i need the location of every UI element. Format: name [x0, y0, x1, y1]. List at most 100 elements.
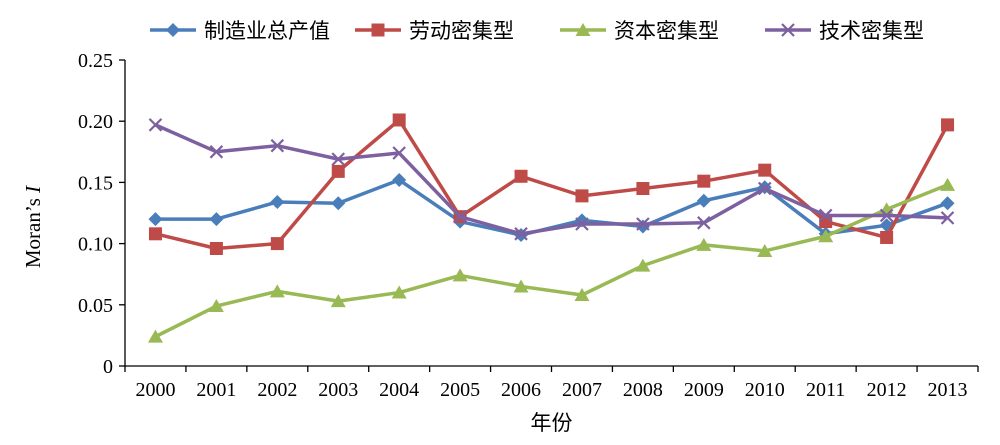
data-point [514, 227, 528, 241]
data-point [697, 174, 711, 188]
legend-item-3: 资本密集型 [560, 19, 719, 43]
data-point [270, 138, 285, 153]
y-axis-title-main: Moran’s [21, 193, 45, 268]
legend-item-4: 技术密集型 [765, 19, 924, 43]
data-point [330, 294, 346, 308]
data-point [392, 146, 406, 160]
x-tick-label: 2000 [135, 379, 175, 401]
series-line [155, 118, 950, 251]
data-point [818, 208, 833, 223]
data-point [757, 181, 772, 196]
data-point [575, 217, 589, 231]
x-tick-label: 2005 [440, 379, 480, 401]
data-point [331, 152, 346, 166]
x-tick-label: 2010 [745, 379, 785, 401]
x-marker-stroke [148, 118, 163, 132]
data-point [208, 299, 224, 313]
data-point [148, 227, 162, 241]
x-tick-label: 2003 [318, 379, 358, 401]
series-2 [148, 113, 955, 255]
legend-item-2: 劳动密集型 [355, 19, 514, 43]
y-tick-label: 0.10 [78, 234, 113, 256]
legend-label: 资本密集型 [614, 19, 719, 43]
x-tick-label: 2013 [928, 379, 968, 401]
legend-marker [166, 23, 180, 37]
series-4 [148, 118, 955, 241]
data-point [940, 211, 955, 225]
data-point [757, 243, 773, 257]
data-point [148, 212, 163, 227]
x-marker-stroke [270, 138, 285, 153]
x-marker-stroke [636, 217, 650, 231]
x-marker-stroke [757, 181, 772, 196]
x-tick-label: 2012 [867, 379, 907, 401]
data-point [148, 118, 163, 132]
data-point [209, 241, 223, 255]
series-3 [147, 177, 956, 343]
x-marker-stroke [818, 208, 833, 223]
legend-marker [575, 23, 591, 36]
x-marker-stroke [940, 211, 955, 225]
data-point [453, 209, 467, 224]
x-marker-stroke [514, 227, 528, 241]
y-tick-label: 0.20 [78, 111, 113, 133]
data-point [392, 113, 406, 127]
data-point [696, 193, 711, 208]
x-tick-label: 2011 [806, 379, 845, 401]
x-tick-label: 2006 [501, 379, 541, 401]
series-layer [147, 113, 956, 343]
x-marker-stroke [209, 145, 224, 159]
x-tick-label: 2002 [257, 379, 297, 401]
data-point [209, 212, 224, 227]
legend-marker [371, 23, 385, 37]
y-tick-label: 0.05 [78, 295, 113, 317]
data-point [880, 230, 894, 244]
x-marker-stroke [453, 209, 467, 224]
x-tick-label: 2001 [196, 379, 236, 401]
legend-label: 劳动密集型 [409, 19, 514, 43]
legend-marker [781, 23, 795, 37]
legend-label: 制造业总产值 [204, 19, 330, 43]
data-point [209, 145, 224, 159]
data-point [941, 118, 955, 132]
data-point [391, 285, 407, 299]
data-point [818, 229, 834, 243]
data-point [574, 288, 590, 302]
x-tick-label: 2004 [379, 379, 419, 401]
data-point [697, 216, 711, 230]
y-tick-label: 0.15 [78, 172, 113, 194]
data-point [696, 237, 712, 251]
x-marker-stroke [392, 146, 406, 160]
data-point [575, 189, 589, 203]
data-point [636, 217, 650, 231]
x-tick-label: 2009 [684, 379, 724, 401]
legend-item-1: 制造业总产值 [150, 19, 330, 43]
x-marker-stroke [331, 152, 346, 166]
data-point [147, 329, 163, 343]
x-marker-stroke [781, 23, 795, 37]
x-axis-title: 年份 [531, 411, 573, 435]
x-marker-stroke [879, 208, 894, 223]
data-point [635, 258, 651, 272]
y-tick-label: 0 [103, 356, 113, 378]
data-point [392, 172, 407, 187]
x-marker-stroke [697, 216, 711, 230]
x-tick-label: 2007 [562, 379, 602, 401]
data-point [940, 177, 956, 191]
data-point [514, 169, 528, 183]
data-point [635, 219, 650, 234]
data-point [758, 163, 772, 177]
series-line [154, 123, 948, 236]
x-tick-label: 2008 [623, 379, 663, 401]
legend: 制造业总产值 劳动密集型 资本密集型 技术密集型 [150, 19, 924, 43]
data-point [636, 182, 650, 196]
y-axis-title: Moran’s I [21, 185, 45, 268]
data-point [270, 194, 285, 209]
data-point [331, 164, 345, 178]
data-point [331, 196, 346, 211]
data-point [940, 196, 955, 211]
data-point [452, 268, 468, 282]
data-point [513, 279, 529, 293]
legend-label: 技术密集型 [819, 19, 924, 43]
